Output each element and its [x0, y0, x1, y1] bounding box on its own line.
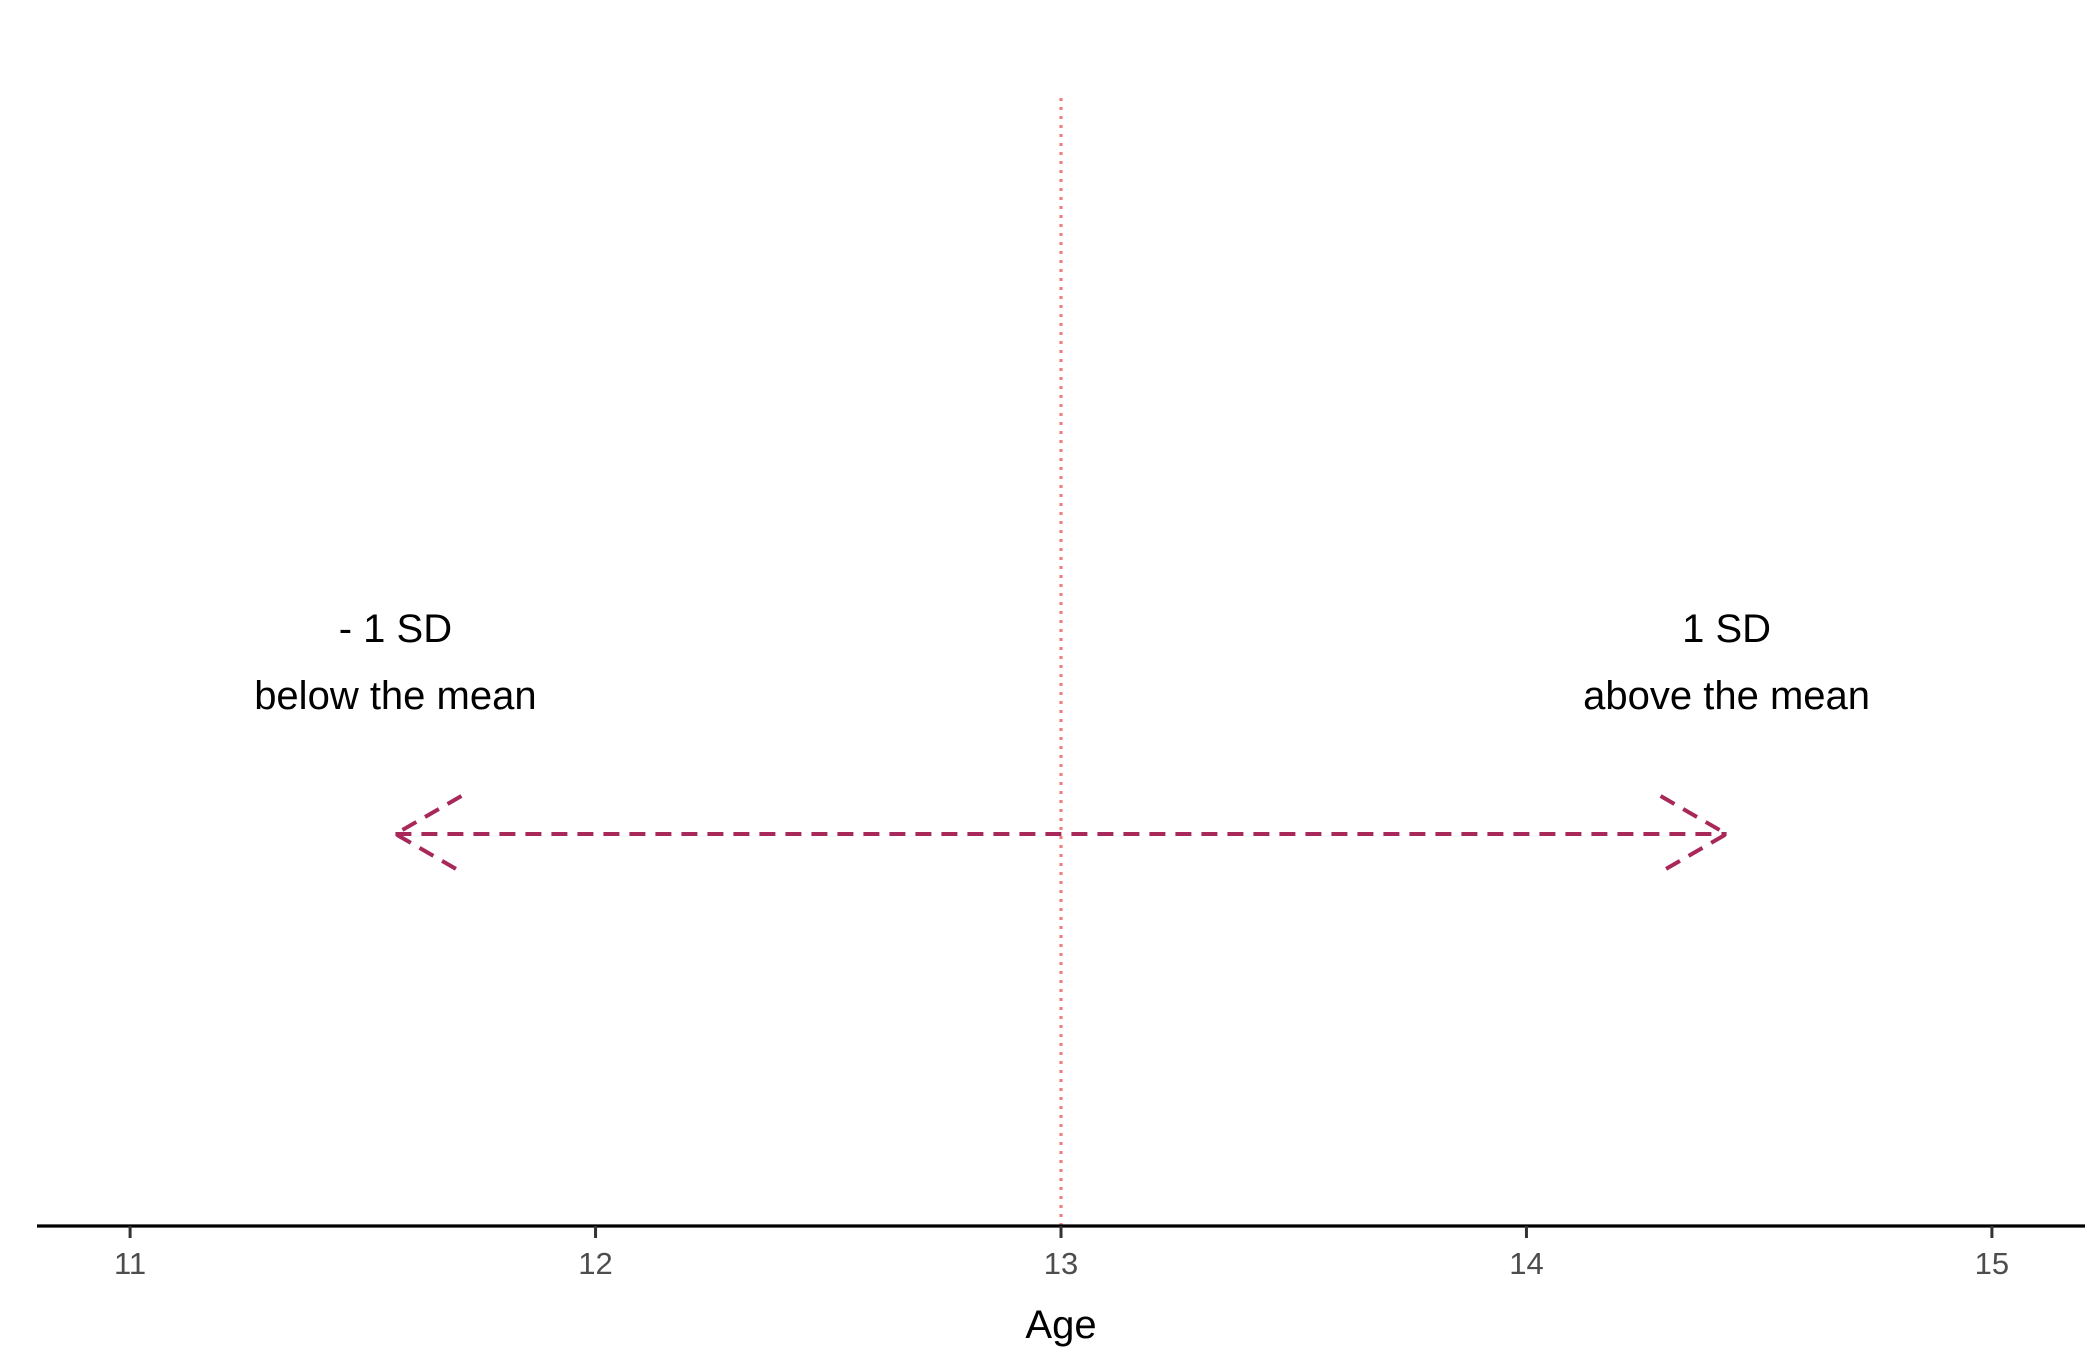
annotation-right-line-2: above the mean	[1583, 674, 1870, 718]
x-tick-label-14: 14	[1509, 1246, 1543, 1281]
x-axis-title: Age	[1025, 1303, 1096, 1347]
annotations-group: - 1 SD below the mean 1 SD above the mean	[254, 607, 1870, 718]
x-tick-label-15: 15	[1975, 1246, 2009, 1281]
x-tick-label-13: 13	[1044, 1246, 1078, 1281]
annotation-right-line-1: 1 SD	[1682, 607, 1771, 651]
annotation-left-line-2: below the mean	[254, 674, 536, 718]
sd-arrow-group	[391, 794, 1731, 874]
annotation-left-line-1: - 1 SD	[339, 607, 452, 651]
x-axis-group: 11 12 13 14 15 Age	[37, 1224, 2085, 1347]
x-tick-label-11: 11	[114, 1246, 146, 1281]
x-tick-label-12: 12	[578, 1246, 612, 1281]
